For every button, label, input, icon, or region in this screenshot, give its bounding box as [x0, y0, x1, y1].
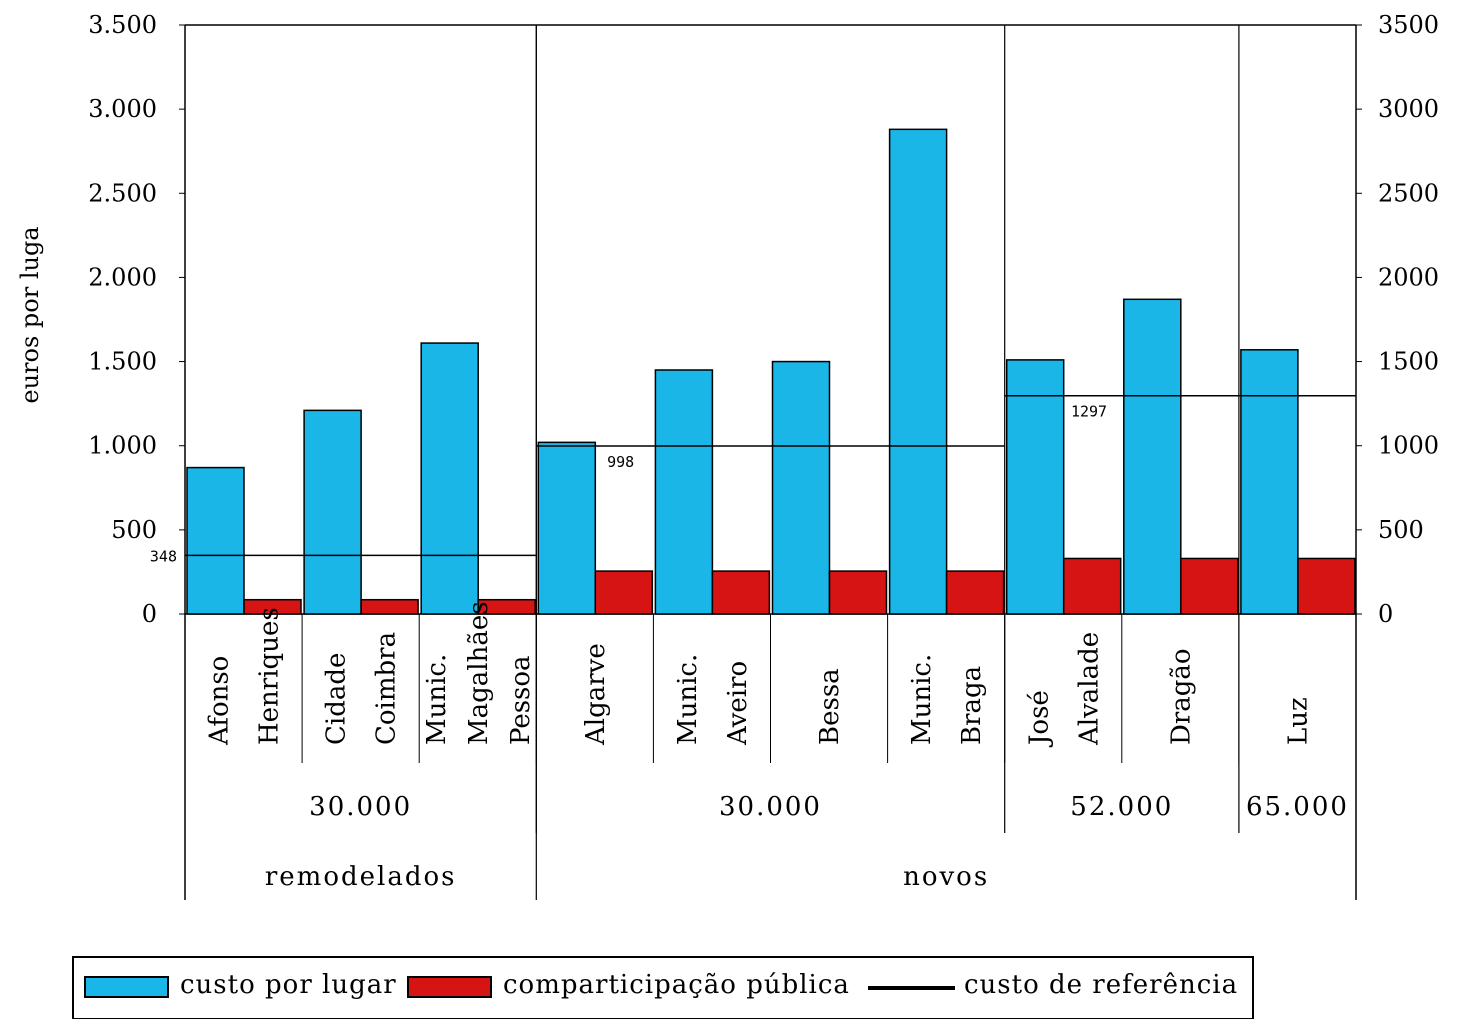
category-label: José: [1024, 690, 1054, 748]
capacity-group-label: 65.000: [1246, 792, 1349, 822]
legend-label-reference: custo de referência: [964, 970, 1238, 1000]
reference-label-2: 1297: [1071, 403, 1107, 421]
left-tick-label: 1.500: [88, 348, 157, 376]
right-tick-label: 500: [1378, 516, 1424, 544]
legend-label-cost: custo por lugar: [180, 970, 397, 1000]
category-label: Pessoa: [506, 655, 536, 745]
category-label: Munic.: [422, 654, 452, 745]
category-label: Munic.: [673, 654, 703, 745]
legend-swatch-cost: [84, 976, 169, 998]
category-label: Coimbra: [372, 632, 402, 745]
category-label: Magalhães: [464, 601, 494, 745]
capacity-group-label: 30.000: [719, 792, 822, 822]
bar-public-7: [1062, 557, 1122, 615]
category-label: Braga: [957, 666, 987, 745]
left-tick-label: 3.000: [88, 95, 157, 123]
left-tick-label: 2.500: [88, 179, 157, 207]
type-group-label: novos: [903, 862, 989, 892]
legend-label-public: comparticipação pública: [503, 970, 850, 1000]
right-tick-label: 3000: [1378, 95, 1439, 123]
left-tick-label: 2.000: [88, 263, 157, 291]
category-label: Luz: [1283, 697, 1313, 745]
category-label: Bessa: [815, 668, 845, 745]
bar-public-4: [711, 570, 771, 615]
bars: [186, 128, 1356, 615]
bar-cost-0: [186, 466, 245, 615]
left-tick-label: 1.000: [88, 432, 157, 460]
bar-public-3: [594, 570, 654, 615]
bar-public-9: [1297, 557, 1356, 615]
category-label: Alvalade: [1074, 632, 1104, 746]
bar-cost-7: [1005, 359, 1065, 615]
category-label: Dragão: [1166, 648, 1196, 745]
legend-box: [72, 956, 1254, 1019]
bar-public-1: [360, 598, 419, 615]
capacity-group-label: 30.000: [309, 792, 412, 822]
right-tick-label: 3500: [1378, 11, 1439, 39]
reference-lines: 348 998 1297: [150, 394, 1356, 565]
category-label: Afonso: [205, 656, 235, 746]
bar-cost-6: [888, 128, 948, 615]
bar-public-0: [243, 598, 302, 615]
reference-label-1: 998: [607, 453, 634, 471]
right-tick-label: 2500: [1378, 179, 1439, 207]
category-label: Algarve: [581, 643, 611, 746]
right-tick-label: 1000: [1378, 432, 1439, 460]
category-label: Munic.: [907, 654, 937, 745]
left-tick-label: 3.500: [88, 11, 157, 39]
legend-swatch-public: [407, 976, 492, 998]
bar-public-6: [945, 570, 1005, 615]
left-tick-label: 0: [142, 600, 157, 628]
bar-cost-2: [420, 342, 479, 615]
bar-public-2: [477, 598, 536, 615]
y-axis-label: euros por luga: [16, 226, 44, 403]
left-tick-label: 500: [111, 516, 157, 544]
capacity-group-label: 52.000: [1070, 792, 1173, 822]
group-labels: 30.000 30.000 52.000 65.000 remodelados novos: [265, 792, 1349, 892]
right-axis-ticks: 0 500 1000 1500 2000 2500 3000 3500: [1356, 11, 1439, 628]
bar-cost-1: [303, 409, 362, 615]
right-tick-label: 0: [1378, 600, 1393, 628]
reference-label-0: 348: [150, 547, 177, 565]
category-label: Cidade: [322, 653, 352, 745]
bar-public-8: [1180, 557, 1239, 615]
left-axis-ticks: 0 500 1.000 1.500 2.000 2.500 3.000 3.500: [88, 11, 185, 628]
type-group-label: remodelados: [265, 862, 457, 892]
legend: custo por lugar comparticipação pública …: [72, 956, 1254, 1019]
bar-cost-3: [537, 441, 597, 615]
category-label: Aveiro: [723, 661, 753, 746]
category-labels: Afonso Henriques Cidade Coimbra Munic. Magalh…: [205, 601, 1314, 748]
bar-cost-8: [1123, 298, 1182, 615]
bar-cost-5: [771, 360, 831, 615]
bar-cost-9: [1240, 349, 1299, 615]
right-tick-label: 1500: [1378, 348, 1439, 376]
bar-public-5: [828, 570, 888, 615]
bar-cost-4: [654, 369, 714, 615]
right-tick-label: 2000: [1378, 263, 1439, 291]
category-label: Henriques: [255, 607, 285, 745]
